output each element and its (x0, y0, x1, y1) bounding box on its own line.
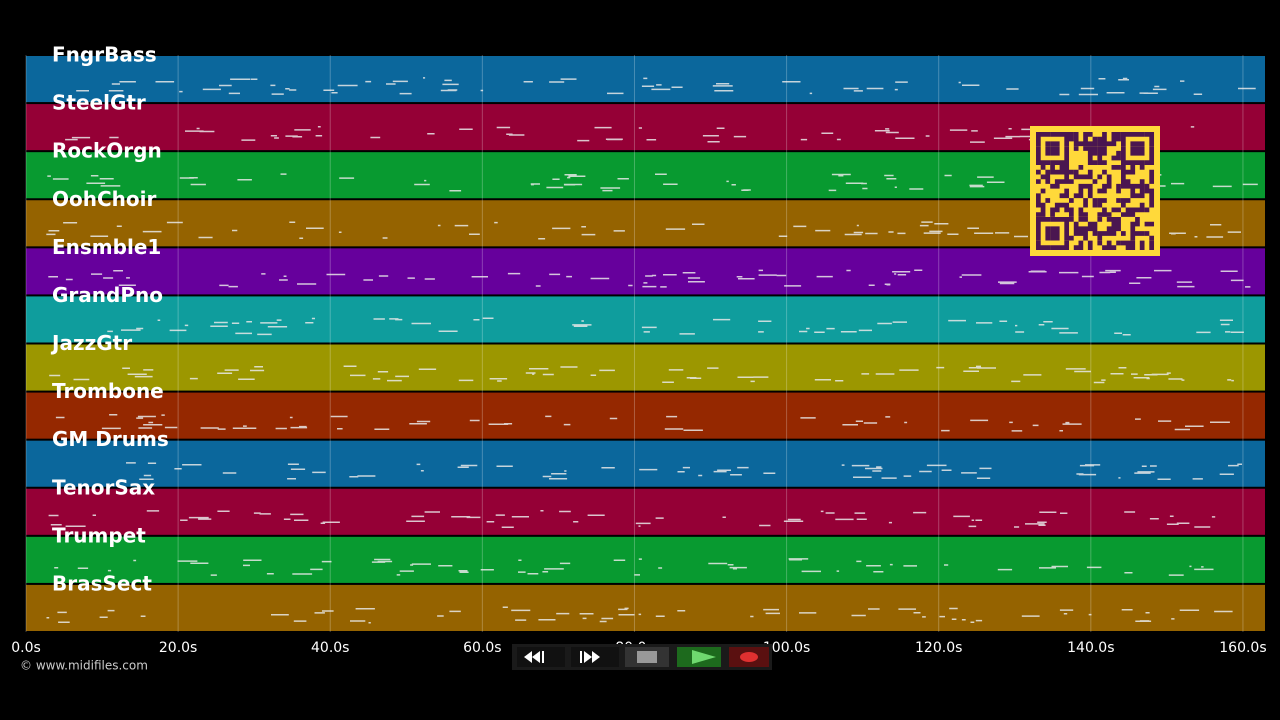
time-tick-label: 60.0s (463, 640, 501, 656)
track-name: GrandPno (52, 283, 163, 307)
record-button[interactable] (729, 647, 769, 667)
time-tick-label: 140.0s (1067, 640, 1114, 656)
stop-button[interactable] (625, 647, 669, 667)
button-bg (517, 647, 565, 667)
play-button[interactable] (677, 647, 721, 667)
forward-button[interactable] (571, 647, 619, 667)
notes (107, 317, 1244, 336)
track-lane (26, 344, 1265, 391)
stop-icon (637, 651, 657, 663)
track-name: RockOrgn (52, 139, 162, 163)
record-icon (740, 652, 758, 662)
track-lane (26, 296, 1265, 343)
track-name: Ensmble1 (52, 235, 161, 259)
time-tick-label: 100.0s (763, 640, 810, 656)
track-labels: FngrBass SteelGtr RockOrgn OohChoir Ensmble1… (50, 43, 169, 596)
track-lane (26, 440, 1265, 487)
time-tick-label: 160.0s (1219, 640, 1266, 656)
track-name: FngrBass (52, 43, 157, 67)
time-tick-label: 0.0s (11, 640, 41, 656)
time-tick-label: 40.0s (311, 640, 349, 656)
time-tick-label: 120.0s (915, 640, 962, 656)
track-name: JazzGtr (50, 331, 132, 355)
track-name: SteelGtr (52, 91, 146, 115)
track-name: BrasSect (52, 571, 152, 595)
notes (76, 77, 1256, 96)
notes (48, 509, 1216, 529)
notes (49, 365, 1234, 384)
track-name: TenorSax (52, 475, 155, 499)
track-name: Trombone (52, 379, 164, 403)
track-lane (26, 536, 1265, 583)
copyright: © www.midifiles.com (20, 659, 148, 673)
transport-controls (512, 644, 772, 670)
rewind-icon (524, 651, 544, 663)
notes (47, 173, 1258, 192)
track-name: OohChoir (52, 187, 156, 211)
notes (46, 221, 1241, 240)
forward-icon (580, 651, 600, 663)
notes (48, 269, 1251, 288)
qr-modules (1036, 132, 1155, 251)
track-lane (26, 488, 1265, 535)
notes (54, 558, 1214, 576)
notes (126, 462, 1242, 480)
track-name: Trumpet (52, 523, 146, 547)
track-name: GM Drums (52, 427, 169, 451)
rewind-button[interactable] (517, 647, 565, 667)
track-lane (26, 584, 1265, 631)
qr-code (1030, 126, 1160, 256)
play-icon (692, 650, 716, 664)
notes (55, 413, 1230, 432)
time-tick-label: 20.0s (159, 640, 197, 656)
track-lane (26, 392, 1265, 439)
grid (25, 55, 1244, 632)
time-axis: 0.0s20.0s40.0s60.0s80.0s100.0s120.0s140.… (11, 640, 1266, 656)
notes (46, 606, 1233, 624)
